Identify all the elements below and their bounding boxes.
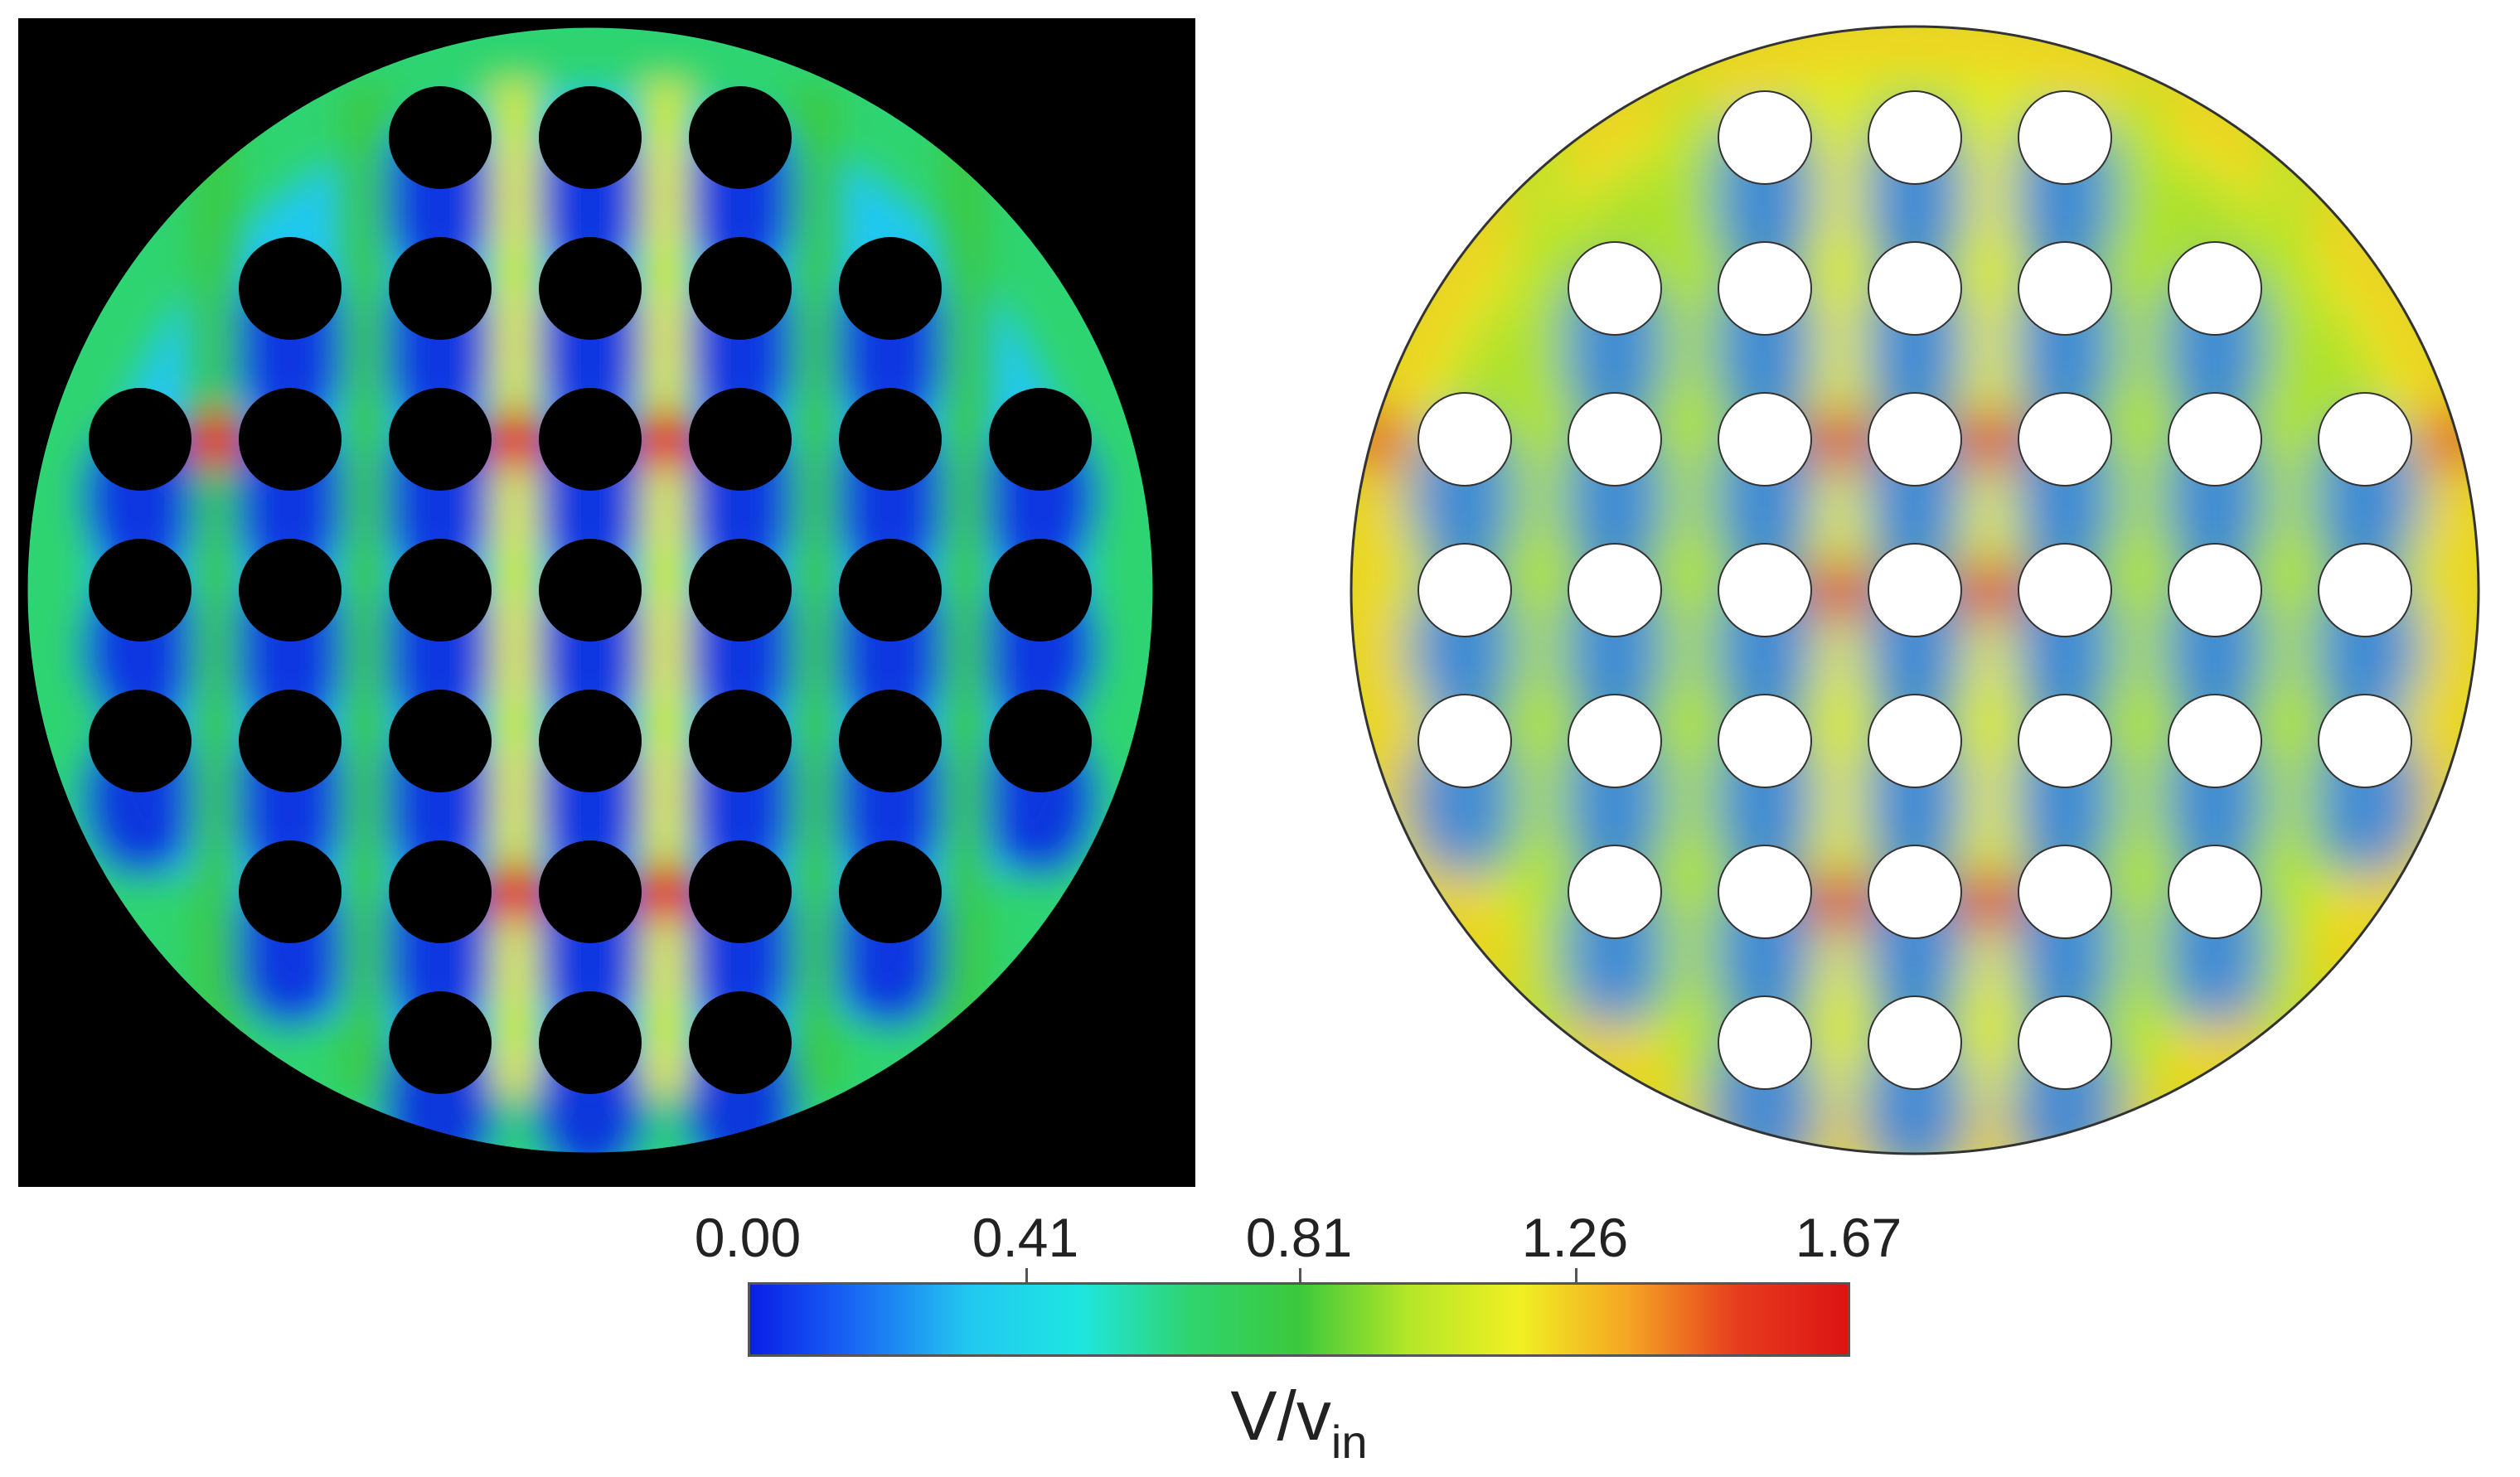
tube-cross-section xyxy=(1568,694,1662,788)
tube-cross-section xyxy=(689,539,792,642)
tube-cross-section xyxy=(689,388,792,491)
tube-cross-section xyxy=(1568,543,1662,637)
tube-cross-section xyxy=(89,388,191,491)
tube-cross-section xyxy=(239,840,342,943)
experimental-velocity-map xyxy=(18,18,1195,1187)
tube-cross-section xyxy=(239,237,342,340)
tube-cross-section xyxy=(389,86,492,189)
colorbar-tick-mark xyxy=(1299,1268,1301,1286)
tube-cross-section xyxy=(2318,543,2412,637)
colorbar-tick-label: 1.67 xyxy=(1795,1207,1902,1268)
tube-cross-section xyxy=(2318,694,2412,788)
colorbar-tick-label: 0.00 xyxy=(694,1207,802,1268)
shell-boundary xyxy=(25,25,1156,1155)
tube-cross-section xyxy=(839,388,942,491)
tube-cross-section xyxy=(1418,392,1512,487)
tube-cross-section xyxy=(1568,241,1662,336)
tube-cross-section xyxy=(1868,241,1962,336)
tube-cross-section xyxy=(2018,90,2112,185)
colorbar-title-main: V/v xyxy=(1230,1377,1331,1455)
tube-cross-section xyxy=(689,840,792,943)
tube-cross-section xyxy=(389,690,492,792)
colorbar-gradient xyxy=(748,1282,1850,1357)
shell-boundary xyxy=(1350,25,2480,1155)
tube-cross-section xyxy=(539,388,642,491)
tube-cross-section xyxy=(539,840,642,943)
tube-cross-section xyxy=(89,690,191,792)
tube-cross-section xyxy=(1718,845,1812,939)
tube-cross-section xyxy=(1568,845,1662,939)
tube-cross-section xyxy=(989,539,1092,642)
tube-cross-section xyxy=(539,539,642,642)
tube-cross-section xyxy=(1718,543,1812,637)
tube-cross-section xyxy=(839,237,942,340)
tube-cross-section xyxy=(2168,392,2262,487)
colorbar-tick-mark xyxy=(1575,1268,1577,1286)
tube-cross-section xyxy=(2168,543,2262,637)
tube-cross-section xyxy=(2018,694,2112,788)
tube-cross-section xyxy=(839,840,942,943)
tube-cross-section xyxy=(239,690,342,792)
tube-cross-section xyxy=(1418,543,1512,637)
tube-cross-section xyxy=(1718,995,1812,1090)
tube-cross-section xyxy=(239,388,342,491)
tube-cross-section xyxy=(989,690,1092,792)
tube-cross-section xyxy=(2318,392,2412,487)
tube-cross-section xyxy=(2168,694,2262,788)
tube-cross-section xyxy=(2168,845,2262,939)
colorbar-tick-label: 0.81 xyxy=(1245,1207,1353,1268)
tube-cross-section xyxy=(389,840,492,943)
tube-cross-section xyxy=(389,991,492,1094)
tube-cross-section xyxy=(689,86,792,189)
tube-cross-section xyxy=(1418,694,1512,788)
tube-cross-section xyxy=(539,86,642,189)
tube-cross-section xyxy=(389,237,492,340)
tube-cross-section xyxy=(1868,694,1962,788)
tube-cross-section xyxy=(1868,90,1962,185)
tube-cross-section xyxy=(2018,241,2112,336)
tube-cross-section xyxy=(1868,995,1962,1090)
tube-cross-section xyxy=(2018,845,2112,939)
tube-cross-section xyxy=(389,388,492,491)
tube-cross-section xyxy=(539,237,642,340)
tube-cross-section xyxy=(539,690,642,792)
tube-cross-section xyxy=(689,991,792,1094)
tube-cross-section xyxy=(839,539,942,642)
colorbar-tick-label: 1.26 xyxy=(1521,1207,1629,1268)
colorbar-title-subscript: in xyxy=(1330,1416,1368,1468)
tube-cross-section xyxy=(539,991,642,1094)
tube-cross-section xyxy=(1718,392,1812,487)
colorbar-title: V/vin xyxy=(1231,1376,1368,1469)
tube-cross-section xyxy=(689,690,792,792)
colorbar-tick-mark xyxy=(1025,1268,1028,1286)
tube-cross-section xyxy=(1868,392,1962,487)
tube-cross-section xyxy=(989,388,1092,491)
tube-cross-section xyxy=(89,539,191,642)
tube-cross-section xyxy=(2018,995,2112,1090)
tube-cross-section xyxy=(1718,90,1812,185)
tube-cross-section xyxy=(239,539,342,642)
tube-cross-section xyxy=(689,237,792,340)
colorbar-tick-label: 0.41 xyxy=(972,1207,1079,1268)
tube-cross-section xyxy=(2018,543,2112,637)
tube-cross-section xyxy=(1718,694,1812,788)
tube-cross-section xyxy=(389,539,492,642)
tube-cross-section xyxy=(2168,241,2262,336)
tube-cross-section xyxy=(2018,392,2112,487)
simulation-velocity-map xyxy=(1350,25,2480,1155)
tube-cross-section xyxy=(1718,241,1812,336)
tube-cross-section xyxy=(1868,543,1962,637)
tube-cross-section xyxy=(1568,392,1662,487)
tube-cross-section xyxy=(1868,845,1962,939)
tube-cross-section xyxy=(839,690,942,792)
